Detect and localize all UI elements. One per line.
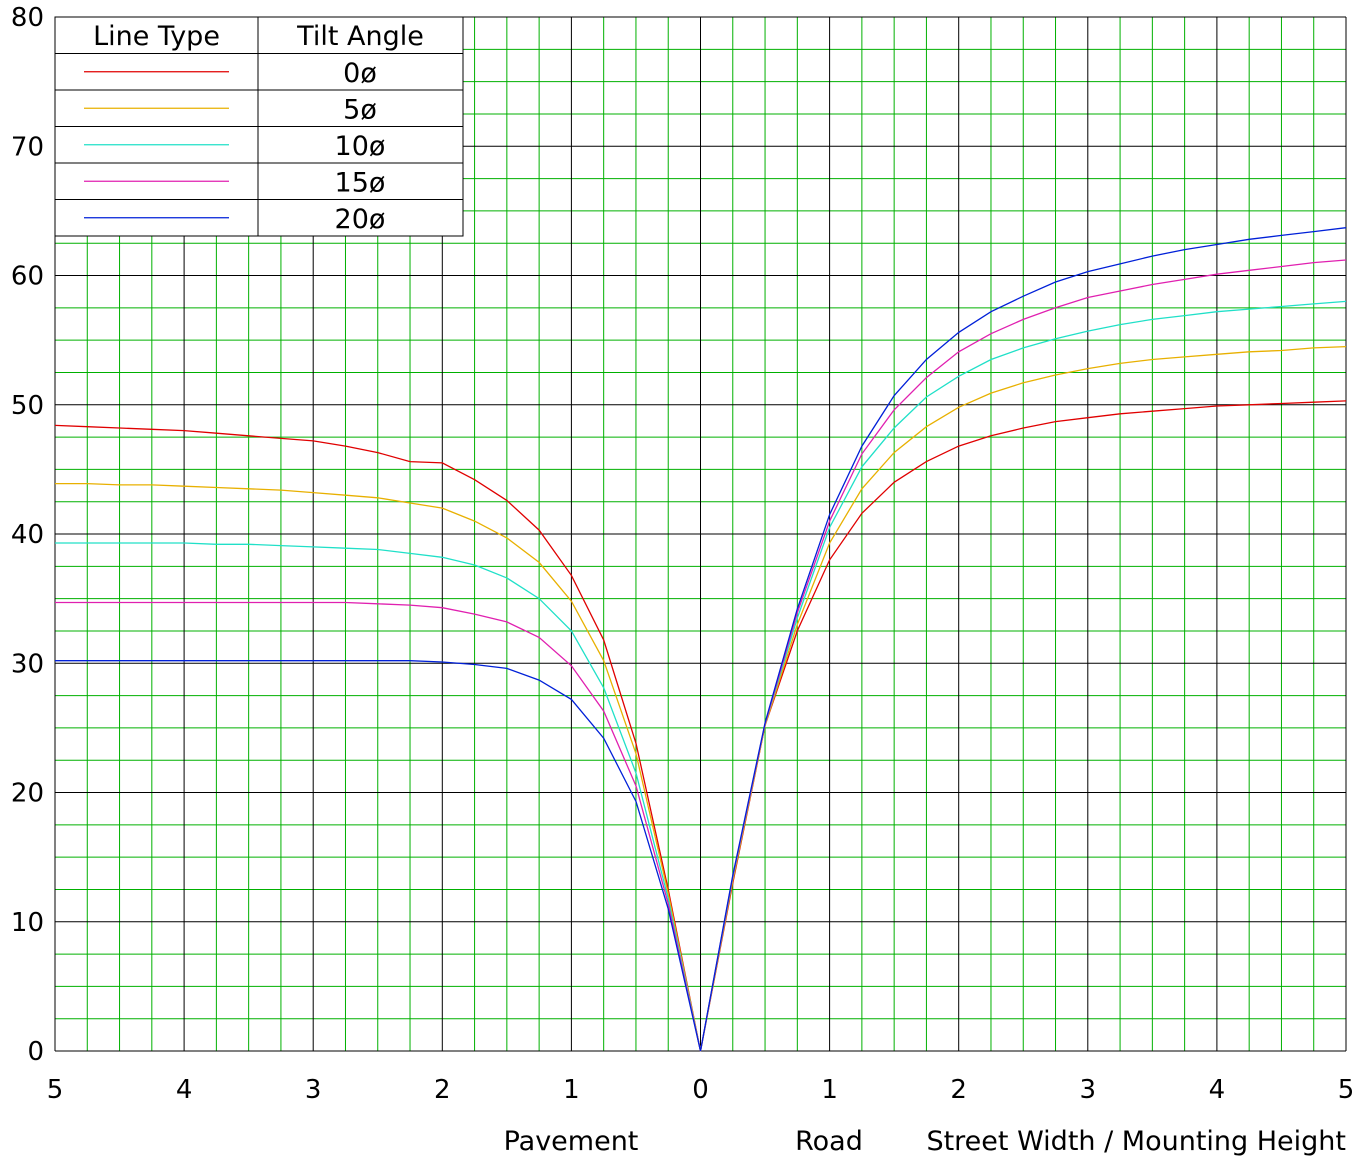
x-caption-road: Road [795,1126,863,1157]
legend-header-line-type: Line Type [93,21,220,52]
legend: Line Type Tilt Angle 0ø 5ø 10ø 15ø 20ø [54,16,464,237]
x-tick-label: 2 [950,1075,967,1105]
y-tick-label: 0 [27,1037,44,1067]
x-tick-label: 3 [1080,1075,1097,1105]
y-axis-tick-labels: 0 10 20 30 40 50 60 70 80 [11,3,44,1067]
y-tick-label: 30 [11,649,44,679]
x-tick-label: 3 [305,1075,322,1105]
x-tick-label: 4 [1209,1075,1226,1105]
x-tick-label: 1 [563,1075,580,1105]
y-tick-label: 40 [11,520,44,550]
y-tick-label: 60 [11,262,44,292]
x-tick-label: 1 [821,1075,838,1105]
series-line-tilt-4 [55,227,1347,1052]
x-caption-pavement: Pavement [504,1126,639,1157]
y-tick-label: 20 [11,779,44,809]
legend-label-tilt-0: 0ø [343,58,377,89]
x-tick-label: 5 [47,1075,64,1105]
legend-label-tilt-2: 10ø [335,131,386,162]
x-tick-label: 5 [1338,1075,1355,1105]
series-lines [54,227,1347,1052]
legend-label-tilt-4: 20ø [335,204,386,235]
x-tick-label: 4 [176,1075,193,1105]
x-tick-label: 2 [434,1075,451,1105]
y-tick-label: 10 [11,908,44,938]
x-axis-tick-labels: 5 4 3 2 1 0 1 2 3 4 5 [47,1075,1355,1105]
y-tick-label: 80 [11,3,44,33]
legend-label-tilt-3: 15ø [335,167,386,198]
y-tick-label: 70 [11,132,44,162]
y-tick-label: 50 [11,391,44,421]
x-caption-street-width: Street Width / Mounting Height [926,1126,1346,1157]
legend-label-tilt-1: 5ø [343,94,377,125]
x-tick-label: 0 [692,1075,709,1105]
legend-header-tilt-angle: Tilt Angle [296,21,424,52]
